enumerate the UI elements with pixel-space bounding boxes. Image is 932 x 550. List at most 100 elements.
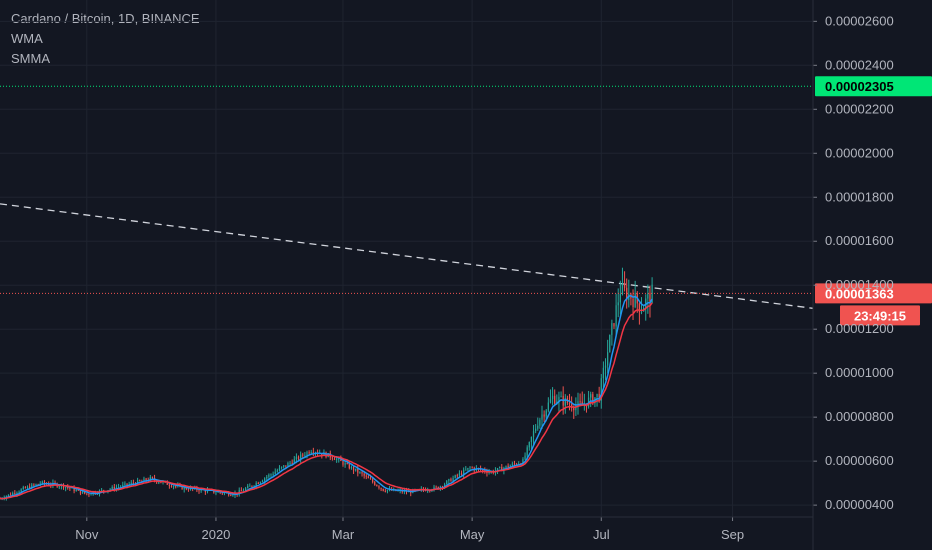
y-tick-label: 0.00001800	[825, 189, 894, 204]
candle-body	[615, 305, 617, 327]
y-tick-label: 0.00001400	[825, 277, 894, 292]
y-tick-label: 0.00000400	[825, 497, 894, 512]
candle-body	[450, 479, 452, 482]
candle-body	[223, 492, 226, 494]
candle-body	[143, 478, 145, 481]
candle-body	[568, 402, 571, 405]
candle-body	[81, 491, 84, 494]
candle-body	[24, 487, 27, 489]
candle-body	[558, 396, 560, 402]
candle-body	[259, 481, 262, 484]
candle-body	[215, 492, 217, 494]
candle-body	[342, 461, 344, 465]
indicator-smma[interactable]: SMMA	[11, 51, 50, 66]
x-tick-label: Sep	[721, 527, 744, 542]
candle-body	[437, 486, 439, 489]
candle-body	[302, 454, 304, 456]
candle-body	[230, 495, 232, 497]
x-tick-label: Mar	[332, 527, 355, 542]
candle-body	[175, 486, 177, 488]
candle-body	[29, 486, 31, 489]
candle-body	[471, 467, 473, 469]
candle-body	[132, 482, 135, 484]
candle-body	[141, 480, 143, 482]
candle-body	[543, 414, 545, 417]
candle-body	[285, 465, 287, 467]
candle-body	[623, 283, 626, 288]
candle-body	[31, 484, 33, 489]
candle-body	[617, 302, 619, 306]
candle-body	[73, 487, 75, 491]
price-level-tag	[815, 283, 932, 304]
candle-body	[266, 476, 268, 479]
candle-body	[232, 495, 234, 497]
candle-body	[276, 470, 278, 472]
y-tick-label: 0.00002600	[825, 13, 894, 28]
y-tick-label: 0.00001200	[825, 321, 894, 336]
candle-body	[185, 487, 187, 490]
candle-body	[541, 414, 543, 420]
candle-body	[249, 485, 251, 487]
candle-body	[244, 488, 247, 491]
candle-body	[255, 483, 257, 486]
candle-body	[217, 491, 219, 493]
candle-body	[130, 482, 132, 485]
candle-body	[554, 395, 556, 404]
candle-body	[33, 484, 35, 486]
candle-body	[306, 452, 308, 456]
smma-line	[0, 302, 653, 500]
candle-body	[333, 458, 336, 460]
candle-body	[482, 469, 484, 471]
candle-body	[467, 467, 469, 470]
candle-body	[458, 473, 461, 476]
candle-body	[278, 467, 281, 471]
countdown-label: 23:49:15	[854, 308, 906, 323]
candle-body	[651, 284, 653, 304]
candle-body	[602, 367, 605, 379]
candle-body	[429, 490, 431, 492]
y-tick-label: 0.00001600	[825, 233, 894, 248]
candle-body	[18, 491, 20, 493]
candle-body	[448, 479, 450, 481]
candle-body	[526, 447, 528, 456]
x-tick-label: 2020	[201, 527, 230, 542]
candle-body	[7, 494, 10, 497]
candle-body	[545, 410, 547, 417]
candle-body	[168, 484, 171, 486]
chart-title: Cardano / Bitcoin, 1D, BINANCE	[11, 11, 200, 26]
candle-body	[647, 293, 649, 299]
candle-body	[308, 452, 310, 454]
candle-body	[511, 463, 513, 466]
candle-body	[344, 463, 346, 465]
candle-body	[111, 486, 113, 490]
candle-body	[530, 436, 533, 443]
candle-body	[221, 492, 223, 494]
y-axis[interactable]: 0.00002600 0.00002400 0.00002200 0.00002000…	[812, 0, 894, 550]
candle-body	[371, 479, 374, 483]
candle-body	[348, 463, 350, 469]
y-tick-label: 0.00002000	[825, 145, 894, 160]
candle-body	[427, 490, 429, 492]
candle-body	[261, 480, 264, 482]
indicator-wma[interactable]: WMA	[11, 31, 43, 46]
candle-body	[136, 480, 139, 485]
candle-body	[632, 298, 634, 308]
candle-body	[600, 378, 602, 401]
candle-body	[287, 462, 289, 467]
x-axis[interactable]: Nov 2020 Mar May Jul Sep	[0, 516, 813, 542]
candle-body	[198, 490, 200, 492]
candle-body	[577, 401, 579, 406]
candle-body	[58, 486, 60, 488]
candle-body	[376, 484, 378, 487]
candle-body	[321, 453, 323, 456]
candle-body	[16, 492, 18, 494]
candle-body	[291, 462, 293, 464]
candle-body	[113, 486, 115, 490]
candle-body	[253, 485, 255, 487]
candle-body	[103, 490, 105, 492]
candle-body	[340, 458, 342, 462]
moving-averages-layer	[0, 294, 653, 500]
candle-body	[378, 486, 380, 488]
y-tick-label: 0.00002200	[825, 101, 894, 116]
